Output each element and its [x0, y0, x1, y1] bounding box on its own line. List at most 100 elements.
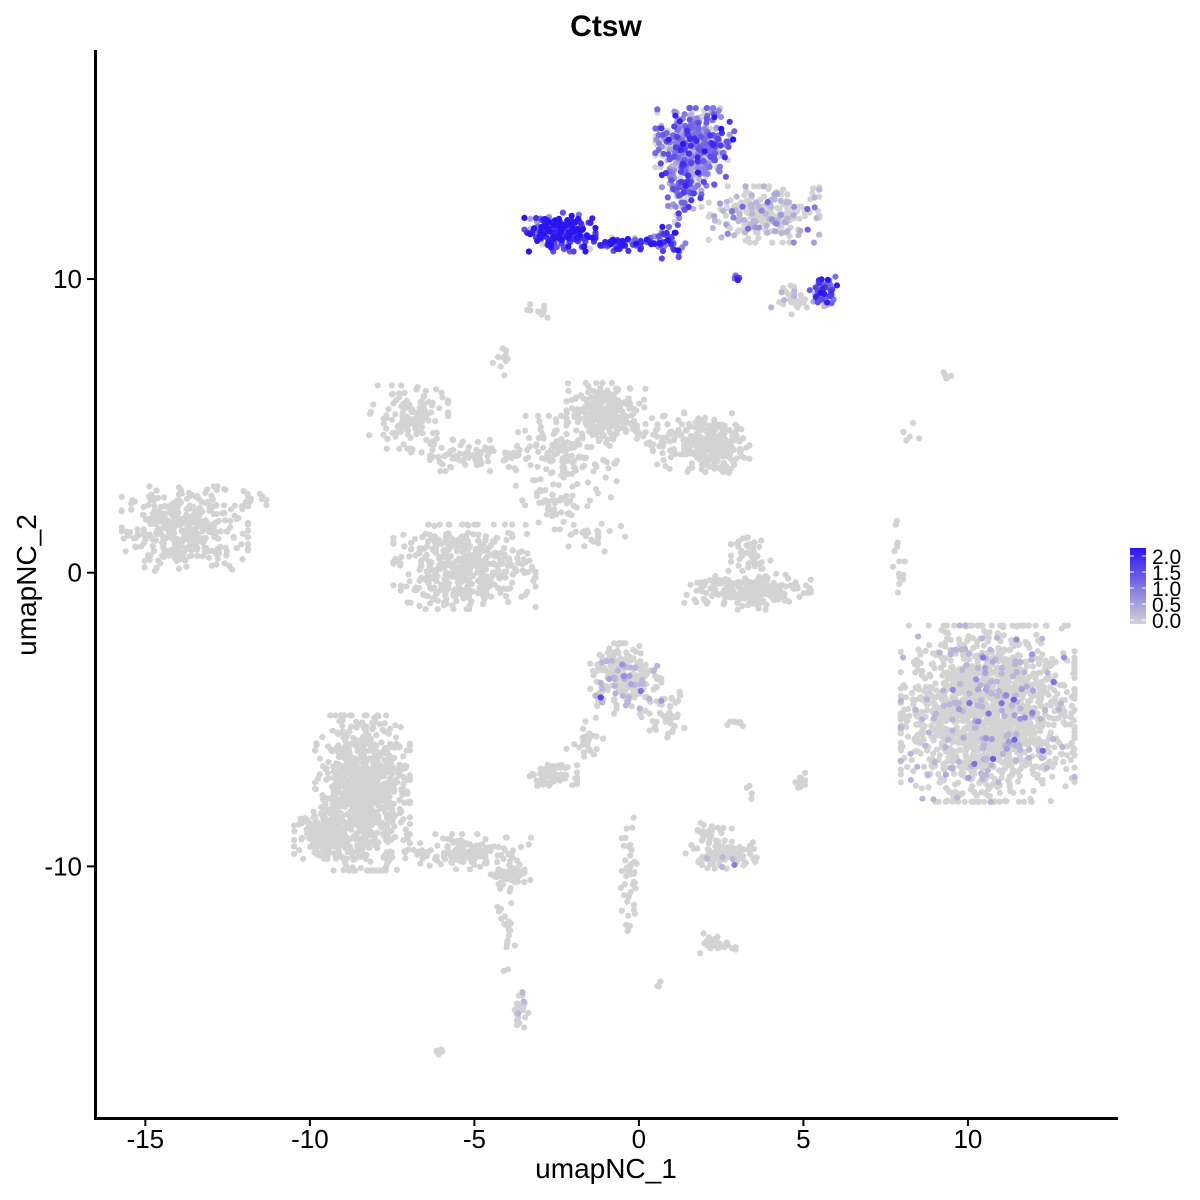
cell-point — [697, 950, 704, 957]
cell-point — [926, 642, 933, 649]
cell-point — [912, 712, 919, 719]
cell-point — [700, 930, 707, 937]
cell-point — [725, 469, 733, 476]
cell-point — [703, 456, 710, 463]
cell-point — [668, 430, 675, 437]
cell-point — [748, 795, 755, 803]
cell-point — [397, 724, 404, 731]
cell-point — [942, 643, 949, 650]
cell-point — [454, 547, 461, 554]
cell-point — [951, 622, 958, 629]
cell-point — [464, 589, 472, 596]
cell-point — [134, 531, 141, 538]
cell-point — [728, 825, 735, 832]
cell-point — [399, 410, 406, 417]
cell-point — [542, 766, 549, 773]
cell-point — [367, 408, 375, 415]
cell-point — [657, 710, 665, 718]
cell-point — [767, 557, 774, 564]
cell-point — [508, 521, 516, 528]
cell-point — [497, 556, 504, 563]
cell-point — [418, 449, 425, 456]
cell-point — [712, 438, 719, 445]
cell-point — [518, 593, 525, 601]
cell-point — [244, 547, 252, 554]
cell-point — [968, 798, 975, 805]
cell-point — [397, 582, 404, 589]
cell-point — [416, 420, 423, 428]
chart-title: Ctsw — [570, 10, 642, 43]
cell-point — [687, 432, 694, 440]
cell-point — [945, 706, 952, 713]
cell-point — [602, 474, 609, 481]
cell-point — [712, 590, 719, 597]
cell-point — [777, 587, 784, 595]
cell-point — [503, 536, 510, 544]
cell-point — [741, 454, 748, 461]
cell-point — [931, 665, 938, 672]
cell-point — [674, 711, 681, 718]
cell-point — [653, 698, 660, 705]
cell-point — [591, 461, 599, 468]
cell-point — [683, 451, 690, 458]
cell-point — [782, 596, 789, 603]
cell-point — [547, 765, 554, 772]
cell-point — [894, 589, 902, 596]
cell-point — [494, 563, 501, 570]
cell-point — [457, 442, 464, 449]
cell-point — [441, 565, 448, 572]
cell-point — [739, 535, 747, 542]
cell-point — [752, 595, 759, 602]
cell-point — [1049, 773, 1056, 780]
cell-point — [687, 581, 694, 588]
cell-point — [728, 838, 735, 845]
cell-point — [497, 589, 504, 596]
cell-point — [760, 576, 767, 583]
cell-point — [797, 783, 804, 790]
cell-point — [631, 910, 638, 917]
cell-point — [617, 425, 624, 432]
cell-point — [438, 444, 445, 451]
cell-point — [464, 583, 471, 590]
cell-point — [897, 766, 904, 773]
cell-point — [425, 576, 432, 584]
cell-point — [596, 651, 603, 658]
cell-point — [917, 750, 924, 757]
cell-point — [571, 412, 578, 419]
cell-point — [1031, 704, 1038, 712]
cell-point — [1039, 686, 1046, 694]
cell-point — [532, 604, 539, 611]
cell-point — [567, 531, 575, 539]
cell-point — [524, 306, 531, 313]
cell-point — [544, 449, 551, 457]
cell-point — [980, 675, 987, 683]
cell-point — [701, 427, 709, 434]
cell-point — [172, 508, 179, 515]
cell-point — [233, 545, 240, 552]
cell-point — [716, 423, 723, 430]
cell-point — [592, 485, 600, 493]
cell-point — [920, 736, 927, 743]
cell-point — [906, 433, 913, 440]
cell-point — [146, 483, 153, 490]
cell-point — [425, 398, 433, 405]
cell-point — [565, 387, 572, 394]
cell-point — [672, 699, 679, 706]
cell-point — [1042, 657, 1049, 664]
cell-point — [160, 554, 167, 561]
cell-point — [609, 399, 616, 407]
cell-point — [1033, 631, 1040, 638]
cell-point — [122, 548, 129, 555]
cell-point — [587, 387, 594, 394]
cell-point — [526, 443, 533, 450]
cell-point — [959, 717, 966, 724]
cell-point — [223, 548, 230, 555]
cell-point — [439, 461, 446, 468]
cell-point — [993, 745, 1001, 753]
cell-point — [581, 543, 588, 550]
cell-point — [706, 577, 713, 584]
cell-point — [186, 553, 193, 560]
cell-point — [959, 766, 966, 773]
cell-point — [897, 771, 904, 778]
cell-point — [569, 483, 576, 490]
